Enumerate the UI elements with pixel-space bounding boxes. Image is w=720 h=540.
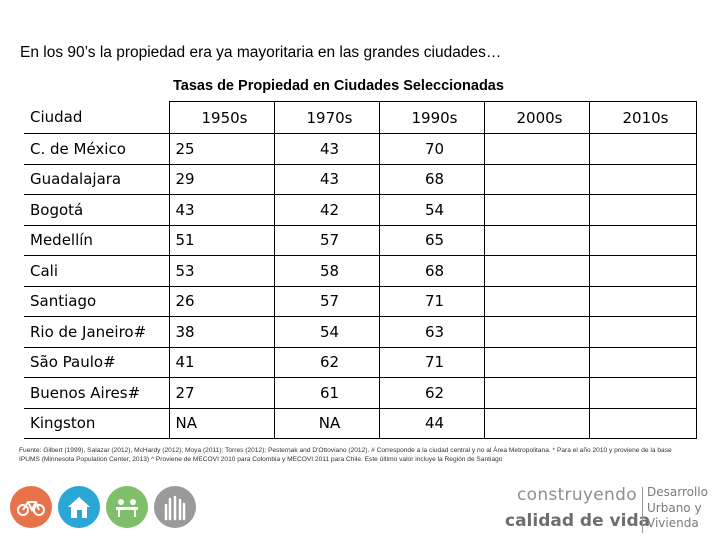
value-cell: 27 <box>168 377 274 408</box>
value-cell: 68 <box>378 255 484 286</box>
table-row: Guadalajara 29 43 68 <box>24 163 697 195</box>
value-cell: 51 <box>168 224 274 256</box>
value-cell <box>483 133 589 164</box>
value-cell: 68 <box>378 163 484 195</box>
value-cell: 61 <box>273 377 379 408</box>
city-cell: Santiago <box>24 285 169 317</box>
value-cell: 43 <box>273 163 379 195</box>
value-cell: 62 <box>378 377 484 408</box>
value-cell: 43 <box>168 194 274 225</box>
value-cell: 43 <box>273 133 379 164</box>
value-cell <box>588 285 697 317</box>
value-cell <box>483 255 589 286</box>
city-cell: Buenos Aires# <box>24 377 169 408</box>
ownership-table: Ciudad 1950s 1970s 1990s 2000s 2010s C. … <box>24 101 697 439</box>
value-cell: 65 <box>378 224 484 256</box>
table-row: Rio de Janeiro# 38 54 63 <box>24 316 697 347</box>
value-cell <box>483 194 589 225</box>
theme-icons <box>10 486 196 528</box>
value-cell: 29 <box>168 163 274 195</box>
value-cell <box>588 377 697 408</box>
headline: En los 90’s la propiedad era ya mayorita… <box>20 44 502 61</box>
value-cell <box>483 163 589 195</box>
table-title: Tasas de Propiedad en Ciudades Seleccion… <box>173 78 504 94</box>
value-cell: 38 <box>168 316 274 347</box>
value-cell: 71 <box>378 346 484 378</box>
value-cell: 63 <box>378 316 484 347</box>
value-cell <box>483 285 589 317</box>
city-cell: Medellín <box>24 224 169 256</box>
value-cell <box>483 346 589 378</box>
brand-department: Desarrollo Urbano y Vivienda <box>647 485 708 532</box>
brand-text-calidad: calidad de vida <box>505 511 651 531</box>
brand-text-construyendo: construyendo <box>517 485 637 505</box>
bicycle-icon <box>10 486 52 528</box>
value-cell <box>588 255 697 286</box>
value-cell: NA <box>273 407 379 439</box>
brand-department-line: Desarrollo <box>647 485 708 499</box>
value-cell <box>483 407 589 439</box>
value-cell: 53 <box>168 255 274 286</box>
table-row: Medellín 51 57 65 <box>24 224 697 256</box>
city-cell: Kingston <box>24 407 169 439</box>
value-cell <box>588 316 697 347</box>
value-cell <box>483 316 589 347</box>
value-cell <box>588 163 697 195</box>
table-header-row: Ciudad 1950s 1970s 1990s 2000s 2010s <box>24 101 697 134</box>
value-cell: 44 <box>378 407 484 439</box>
city-cell: Cali <box>24 255 169 286</box>
community-icon <box>106 486 148 528</box>
value-cell: 26 <box>168 285 274 317</box>
city-cell: C. de México <box>24 133 169 164</box>
value-cell: NA <box>168 407 274 439</box>
table-row: São Paulo# 41 62 71 <box>24 346 697 378</box>
value-cell <box>588 224 697 256</box>
city-cell: Rio de Janeiro# <box>24 316 169 347</box>
value-cell <box>588 133 697 164</box>
value-cell: 57 <box>273 224 379 256</box>
brand-department-line: Vivienda <box>647 516 699 530</box>
value-cell: 54 <box>273 316 379 347</box>
table-row: Santiago 26 57 71 <box>24 285 697 317</box>
brand-department-line: Urbano y <box>647 500 702 515</box>
value-cell: 71 <box>378 285 484 317</box>
value-cell: 62 <box>273 346 379 378</box>
brand-logo: construyendo calidad de vida Desarrollo … <box>505 483 715 537</box>
value-cell <box>483 377 589 408</box>
hands-icon <box>154 486 196 528</box>
house-icon <box>58 486 100 528</box>
table-row: C. de México 25 43 70 <box>24 133 697 164</box>
value-cell: 41 <box>168 346 274 378</box>
header-cell: 1950s <box>168 101 274 134</box>
table-row: Cali 53 58 68 <box>24 255 697 286</box>
value-cell <box>483 224 589 256</box>
value-cell: 25 <box>168 133 274 164</box>
city-cell: Guadalajara <box>24 163 169 195</box>
table-row: Kingston NA NA 44 <box>24 407 697 439</box>
value-cell: 42 <box>273 194 379 225</box>
brand-divider <box>642 487 643 533</box>
header-cell: 1990s <box>378 101 484 134</box>
header-cell: 2000s <box>483 101 589 134</box>
header-cell: Ciudad <box>24 101 169 134</box>
header-cell: 1970s <box>273 101 379 134</box>
value-cell: 58 <box>273 255 379 286</box>
source-note: Fuente: Gilbert (1999), Salazar (2012), … <box>19 447 672 463</box>
value-cell: 70 <box>378 133 484 164</box>
city-cell: São Paulo# <box>24 346 169 378</box>
value-cell: 57 <box>273 285 379 317</box>
table-row: Bogotá 43 42 54 <box>24 194 697 225</box>
value-cell <box>588 346 697 378</box>
value-cell: 54 <box>378 194 484 225</box>
value-cell <box>588 407 697 439</box>
city-cell: Bogotá <box>24 194 169 225</box>
header-cell: 2010s <box>588 101 697 134</box>
table-row: Buenos Aires# 27 61 62 <box>24 377 697 408</box>
value-cell <box>588 194 697 225</box>
